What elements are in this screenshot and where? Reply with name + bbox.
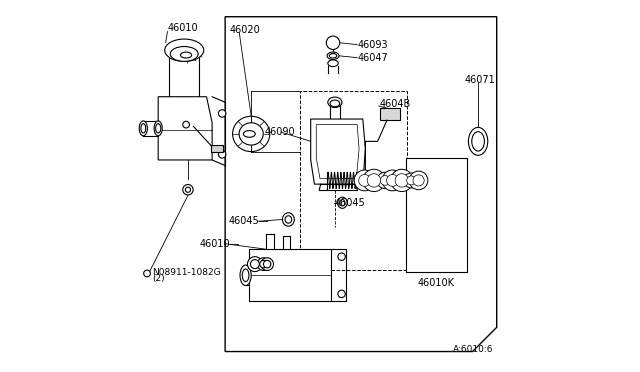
- Circle shape: [338, 290, 346, 298]
- Ellipse shape: [328, 97, 342, 108]
- Ellipse shape: [170, 46, 198, 61]
- Polygon shape: [225, 17, 497, 352]
- Ellipse shape: [404, 173, 419, 188]
- Ellipse shape: [232, 116, 270, 151]
- Ellipse shape: [243, 131, 255, 137]
- Circle shape: [248, 257, 262, 272]
- Text: 46045—: 46045—: [228, 217, 269, 226]
- Text: N08911-1082G: N08911-1082G: [152, 268, 221, 277]
- Circle shape: [186, 187, 191, 192]
- Text: 46071: 46071: [465, 75, 495, 85]
- Circle shape: [143, 270, 150, 277]
- Ellipse shape: [285, 216, 292, 223]
- Ellipse shape: [468, 127, 488, 155]
- Ellipse shape: [358, 174, 371, 186]
- Circle shape: [183, 185, 193, 195]
- Ellipse shape: [406, 176, 415, 185]
- Ellipse shape: [141, 124, 146, 133]
- Ellipse shape: [240, 265, 251, 286]
- Ellipse shape: [140, 121, 147, 136]
- Ellipse shape: [337, 197, 347, 208]
- Ellipse shape: [380, 176, 390, 185]
- Circle shape: [326, 36, 340, 49]
- Text: (2): (2): [152, 274, 165, 283]
- Text: 46047: 46047: [357, 53, 388, 62]
- Text: 4604B: 4604B: [380, 99, 411, 109]
- Polygon shape: [310, 119, 365, 184]
- Text: 46093: 46093: [357, 40, 388, 49]
- Bar: [300, 91, 408, 270]
- Ellipse shape: [282, 213, 294, 226]
- Ellipse shape: [328, 60, 338, 67]
- Text: 46045: 46045: [335, 198, 365, 208]
- Circle shape: [338, 253, 346, 260]
- Polygon shape: [250, 249, 331, 301]
- Ellipse shape: [154, 121, 163, 136]
- Text: 46010K: 46010K: [418, 278, 455, 288]
- Ellipse shape: [180, 52, 191, 58]
- Ellipse shape: [413, 175, 424, 186]
- Circle shape: [261, 258, 273, 270]
- Bar: [406, 158, 467, 272]
- Ellipse shape: [363, 169, 385, 192]
- Circle shape: [183, 121, 189, 128]
- Text: 46090: 46090: [264, 127, 295, 137]
- Ellipse shape: [156, 124, 161, 133]
- Circle shape: [218, 110, 226, 117]
- Ellipse shape: [243, 269, 249, 282]
- Text: 46010—: 46010—: [199, 239, 239, 248]
- Circle shape: [260, 260, 267, 268]
- Bar: [380, 108, 400, 120]
- Text: 46010: 46010: [168, 23, 198, 33]
- Bar: [211, 145, 223, 152]
- Ellipse shape: [395, 174, 408, 187]
- Ellipse shape: [377, 172, 394, 189]
- Circle shape: [250, 260, 259, 269]
- Polygon shape: [158, 97, 212, 160]
- Ellipse shape: [382, 170, 403, 191]
- Ellipse shape: [340, 199, 345, 206]
- Ellipse shape: [472, 132, 484, 151]
- Text: A:6010:6: A:6010:6: [452, 345, 493, 354]
- Ellipse shape: [239, 123, 263, 145]
- Ellipse shape: [354, 170, 375, 191]
- Ellipse shape: [164, 39, 204, 61]
- Text: 46020: 46020: [230, 25, 260, 35]
- Ellipse shape: [387, 174, 399, 186]
- Ellipse shape: [410, 171, 428, 190]
- Circle shape: [257, 258, 270, 270]
- Ellipse shape: [330, 54, 337, 58]
- Ellipse shape: [367, 174, 381, 187]
- Circle shape: [218, 151, 226, 158]
- Ellipse shape: [390, 169, 413, 192]
- Circle shape: [264, 260, 271, 268]
- Ellipse shape: [327, 52, 339, 60]
- Ellipse shape: [330, 100, 340, 107]
